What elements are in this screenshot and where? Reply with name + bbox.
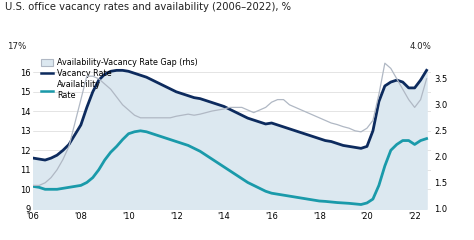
Text: 4.0%: 4.0% xyxy=(410,42,431,51)
Legend: Availability-Vacancy Rate Gap (rhs), Vacancy Rate, Availability
Rate: Availability-Vacancy Rate Gap (rhs), Vac… xyxy=(41,58,198,100)
Text: 17%: 17% xyxy=(7,42,27,51)
Text: U.S. office vacancy rates and availability (2006–2022), %: U.S. office vacancy rates and availabili… xyxy=(5,2,291,12)
